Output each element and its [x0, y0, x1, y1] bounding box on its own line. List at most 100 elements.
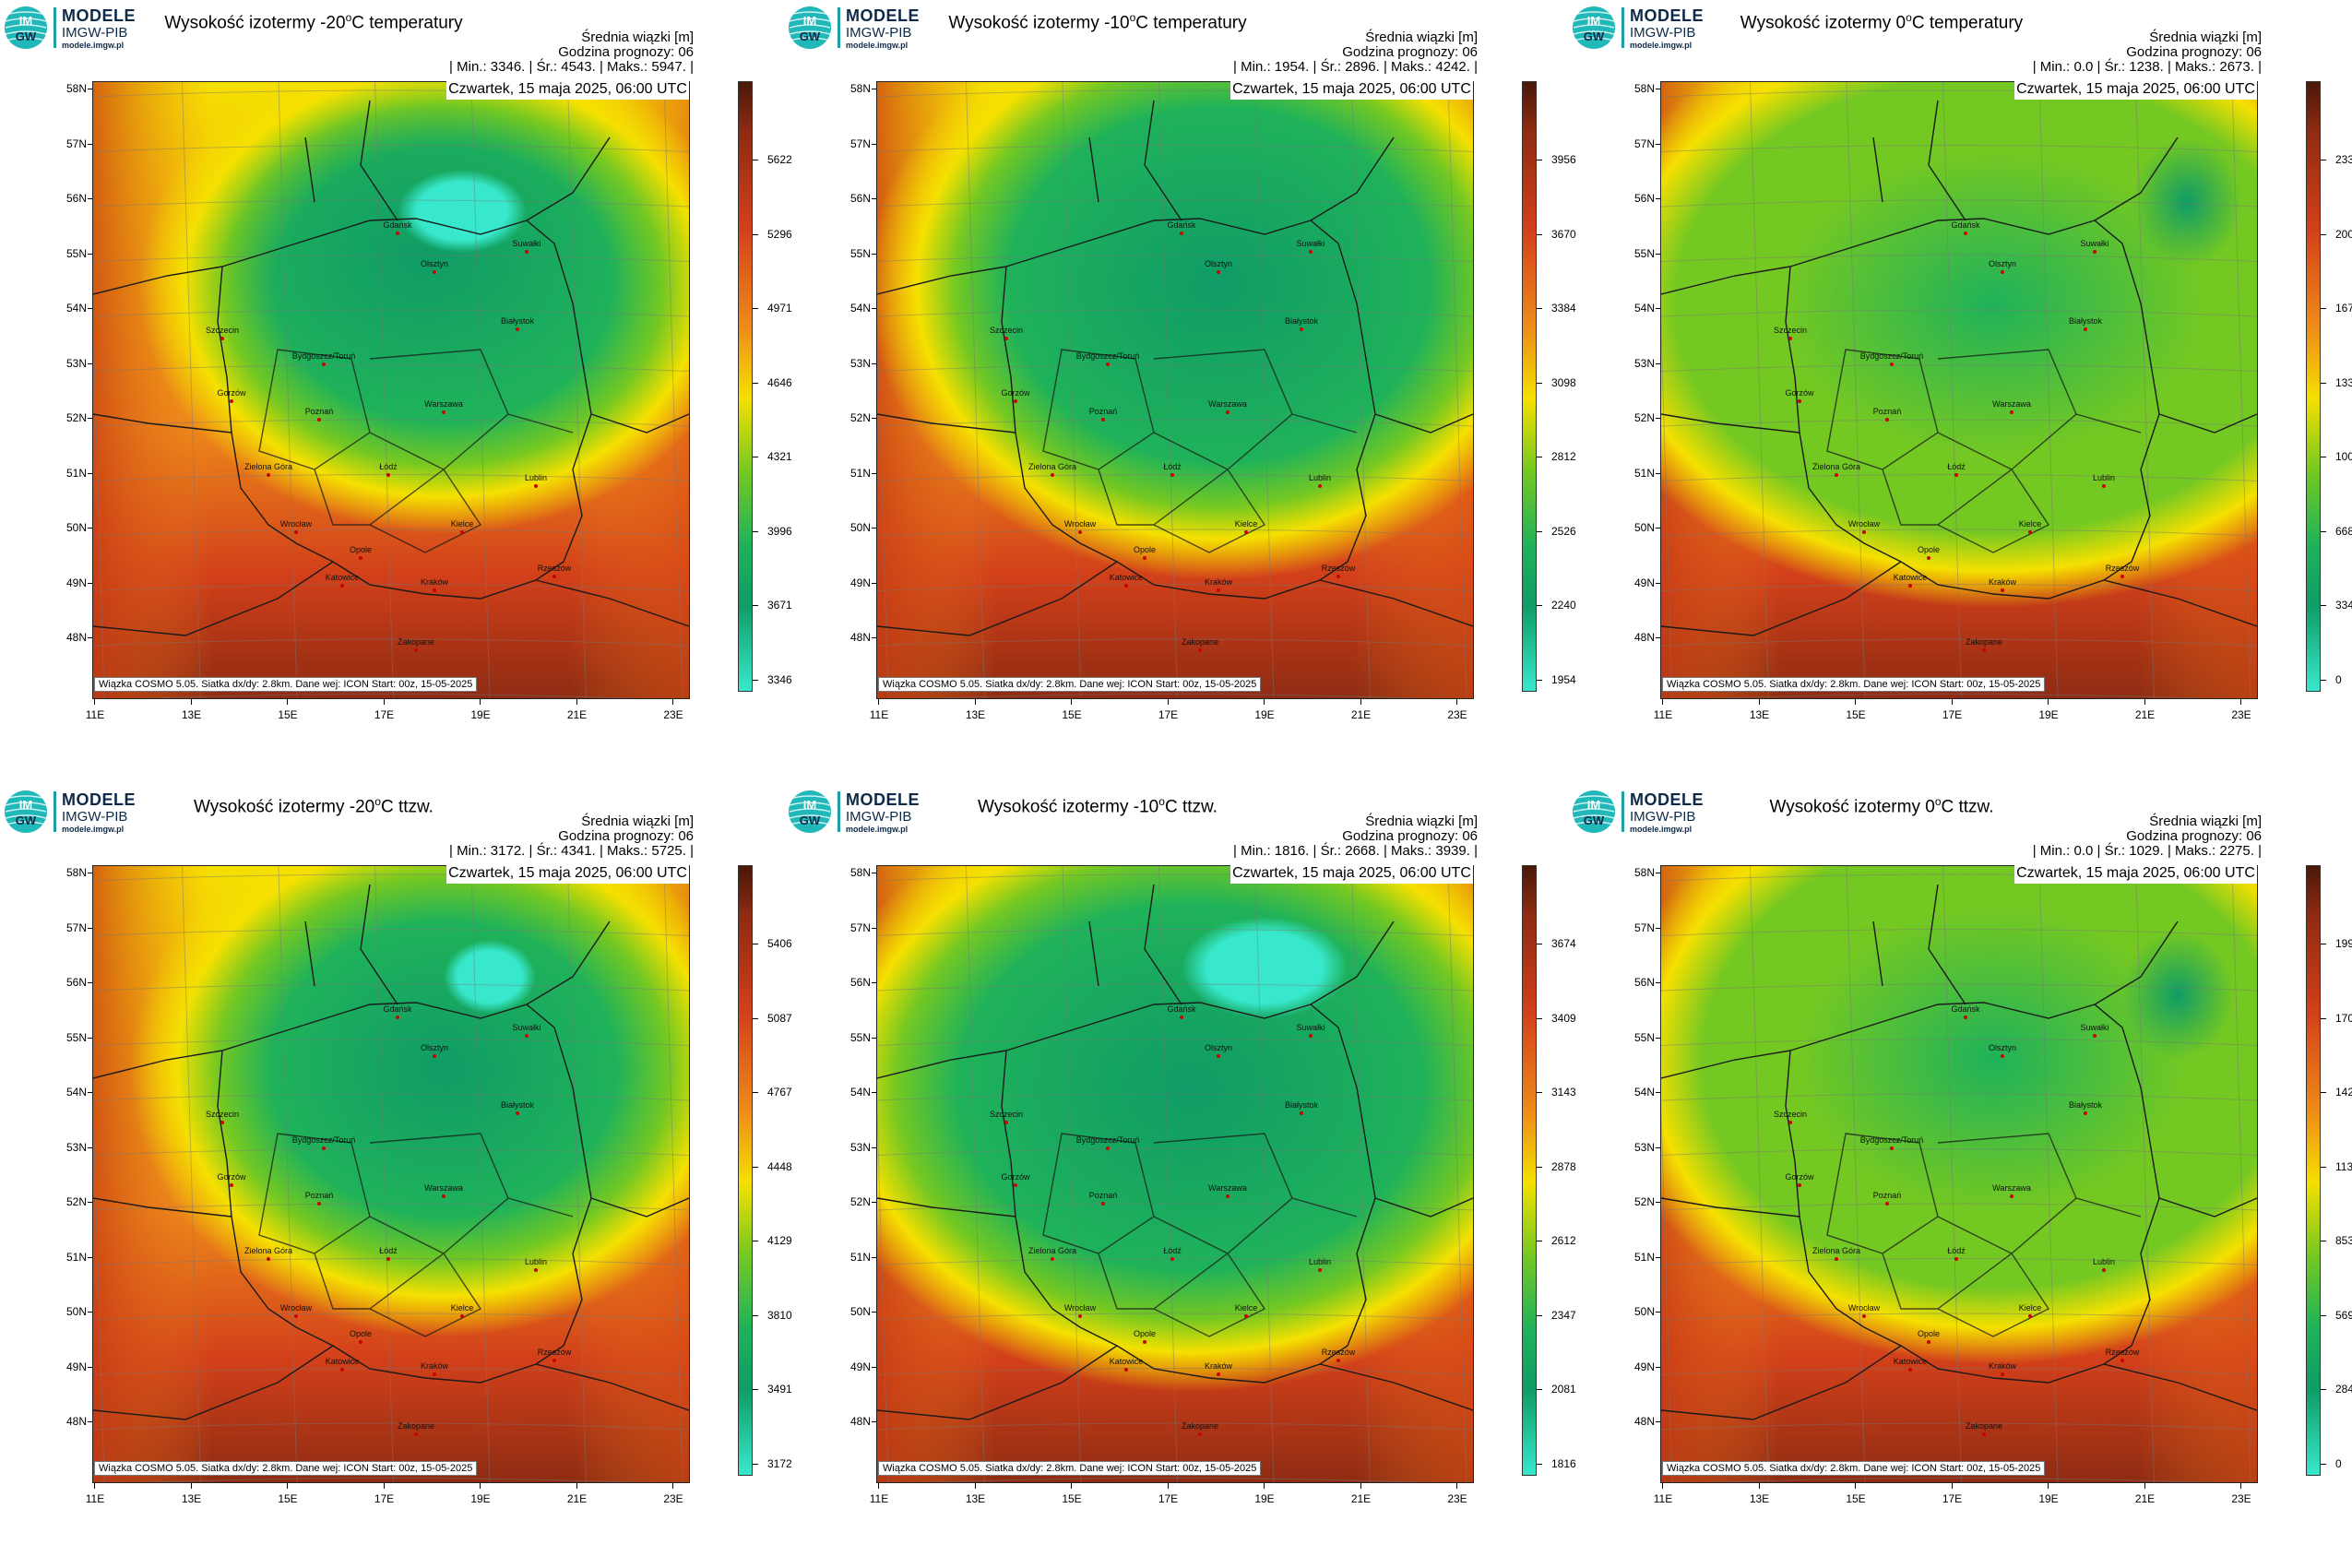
- forecast-map: Gdańsk Olsztyn Suwałki Szczecin Bydgoszcz/To…: [92, 81, 690, 699]
- colorbar-tick: 284: [2320, 1383, 2352, 1396]
- logo-url: modele.imgw.pl: [1630, 825, 1693, 834]
- longitude-label: 11E: [1649, 1483, 1677, 1505]
- min-value: 3346.: [490, 59, 526, 75]
- latitude-label: 49N: [843, 576, 876, 589]
- city-dot: [1078, 1314, 1082, 1318]
- latitude-label: 56N: [59, 192, 92, 205]
- latitude-label: 48N: [1627, 631, 1660, 644]
- city-label: Bydgoszcz/Toruń: [292, 1135, 356, 1145]
- latitude-label: 53N: [1627, 357, 1660, 370]
- city-label: Gdańsk: [383, 220, 412, 230]
- colorbar-tick: 3143: [1537, 1086, 1576, 1099]
- city-dot: [2093, 1034, 2097, 1038]
- city-label: Olsztyn: [421, 259, 448, 268]
- city-label: Katowice: [326, 1357, 360, 1366]
- longitude-label: 13E: [1746, 1483, 1774, 1505]
- latitude-label: 49N: [1627, 576, 1660, 589]
- city-label: Olsztyn: [1205, 1043, 1232, 1052]
- city-dot: [1198, 1432, 1202, 1436]
- forecast-hour-label: Godzina prognozy: 06: [2126, 44, 2262, 60]
- svg-text:IM: IM: [19, 798, 32, 812]
- colorbar-tick: 1003: [2321, 450, 2352, 463]
- city-label: Bydgoszcz/Toruń: [1076, 1135, 1140, 1145]
- city-label: Wrocław: [280, 1303, 313, 1313]
- latitude-label: 52N: [843, 411, 876, 424]
- city-label: Wrocław: [1848, 1303, 1881, 1313]
- colorbar-tick: 3384: [1537, 302, 1576, 315]
- colorbar-tick: 3996: [753, 524, 792, 538]
- city-label: Gorzów: [1785, 1172, 1814, 1182]
- city-label: Kielce: [2019, 519, 2042, 529]
- forecast-hour-label: Godzina prognozy: 06: [1342, 44, 1478, 60]
- latitude-label: 57N: [843, 137, 876, 150]
- colorbar-tick: 2081: [1537, 1383, 1576, 1396]
- svg-text:GW: GW: [800, 30, 821, 43]
- city-label: Bydgoszcz/Toruń: [1076, 351, 1140, 361]
- logo-title: MODELE: [1630, 790, 1705, 809]
- latitude-label: 56N: [843, 976, 876, 989]
- city-dot: [552, 575, 556, 578]
- city-label: Zielona Góra: [1812, 1246, 1860, 1255]
- colorbar-tick: 3810: [753, 1308, 792, 1322]
- city-label: Opole: [1918, 1329, 1940, 1338]
- city-label: Warszawa: [424, 399, 463, 409]
- city-dot: [340, 1368, 344, 1372]
- city-dot: [2010, 410, 2013, 414]
- colorbar-tick: 569: [2320, 1309, 2352, 1322]
- city-label: Zakopane: [1966, 637, 2002, 647]
- longitude-label: 19E: [467, 699, 494, 721]
- city-dot: [1143, 1340, 1146, 1344]
- city-dot: [460, 530, 464, 534]
- forecast-map: Gdańsk Olsztyn Suwałki Szczecin Bydgoszcz/To…: [876, 865, 1474, 1483]
- forecast-map: Gdańsk Olsztyn Suwałki Szczecin Bydgoszcz/To…: [1660, 81, 2258, 699]
- min-mean-max: | Min.: 3172. | Śr.: 4341. | Maks.: 5725…: [449, 843, 694, 859]
- colorbar: [1522, 81, 1537, 692]
- city-dot: [1004, 337, 1008, 340]
- colorbar-tick: 4971: [753, 302, 792, 315]
- logo-url: modele.imgw.pl: [62, 41, 125, 50]
- city-dot: [2028, 1314, 2032, 1318]
- logo-subtitle: IMGW-PIB: [1630, 809, 1696, 825]
- city-dot: [2028, 530, 2032, 534]
- city-label: Szczecin: [1774, 326, 1807, 335]
- city-dot: [1101, 1202, 1105, 1206]
- svg-text:IM: IM: [1587, 14, 1600, 28]
- longitude-label: 19E: [2035, 1483, 2062, 1505]
- city-dot: [1217, 1054, 1220, 1058]
- city-dot: [1835, 1257, 1838, 1261]
- city-label: Gorzów: [1785, 388, 1814, 398]
- colorbar-tick: 2339: [2321, 153, 2352, 166]
- city-dot: [1927, 1340, 1930, 1344]
- latitude-label: 52N: [59, 411, 92, 424]
- colorbar-tick: 5087: [753, 1011, 792, 1025]
- ensemble-mean-label: Średnia wiązki [m]: [2149, 814, 2262, 829]
- city-label: Gorzów: [1001, 1172, 1030, 1182]
- panel-title: Wysokość izotermy 0oC temperatury: [1740, 11, 2024, 33]
- country-borders: [877, 100, 1473, 636]
- colorbar-tick: 5406: [753, 937, 792, 950]
- min-mean-max: | Min.: 3346. | Śr.: 4543. | Maks.: 5947…: [449, 59, 694, 75]
- city-label: Warszawa: [424, 1183, 463, 1193]
- graticule: [877, 866, 1473, 1482]
- city-dot: [220, 1121, 224, 1124]
- min-value: 1954.: [1274, 59, 1310, 75]
- mean-value: 1029.: [2129, 843, 2164, 859]
- logo-title: MODELE: [62, 790, 137, 809]
- latitude-label: 51N: [1627, 467, 1660, 480]
- latitude-label: 50N: [1627, 1305, 1660, 1318]
- latitude-label: 52N: [1627, 1195, 1660, 1208]
- city-label: Opole: [1918, 545, 1940, 554]
- city-dot: [1885, 418, 1889, 422]
- forecast-hour-label: Godzina prognozy: 06: [558, 44, 694, 60]
- colorbar-tick: 0: [2321, 1456, 2342, 1470]
- city-label: Szczecin: [206, 1110, 239, 1119]
- forecast-hour-label: Godzina prognozy: 06: [1342, 828, 1478, 844]
- forecast-panel: IM GW MODELE IMGW-PIB modele.imgw.pl Wysokość…: [1568, 784, 2352, 1568]
- latitude-label: 57N: [59, 921, 92, 934]
- longitude-label: 21E: [564, 699, 591, 721]
- city-label: Zielona Góra: [244, 1246, 292, 1255]
- city-label: Lublin: [2093, 473, 2115, 482]
- city-label: Rzeszów: [538, 1348, 572, 1357]
- city-dot: [525, 1034, 529, 1038]
- logo-separator: [837, 7, 840, 48]
